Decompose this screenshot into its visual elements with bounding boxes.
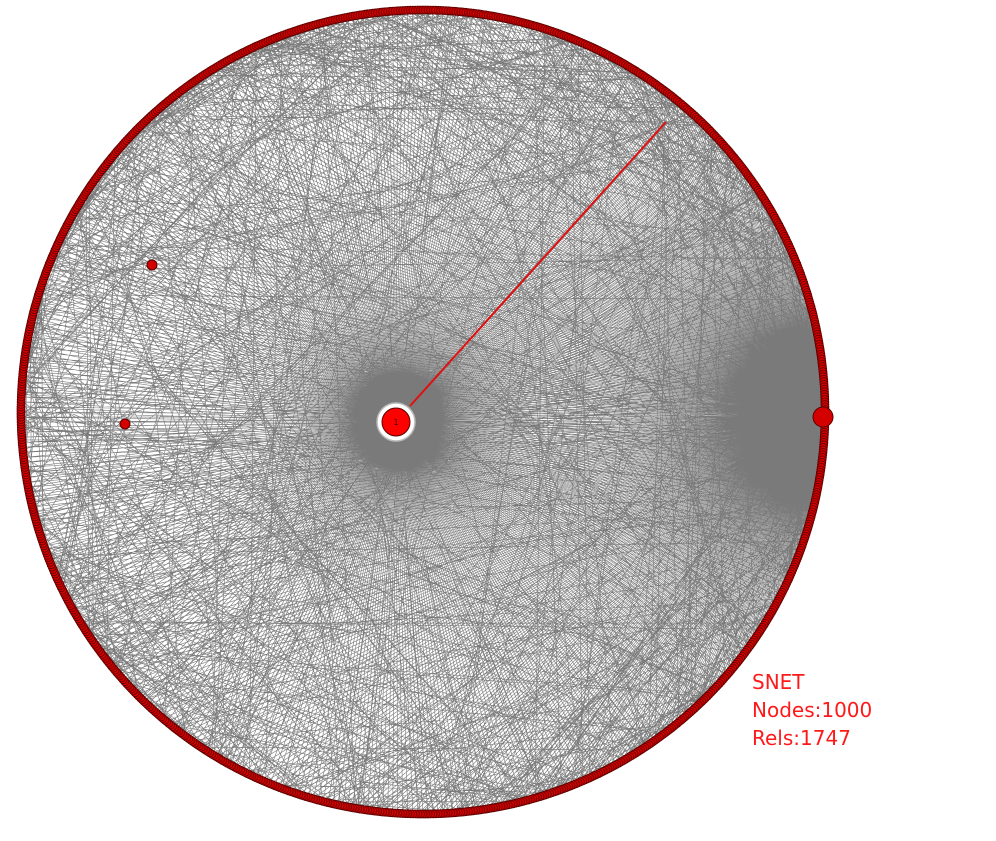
graph-info-panel: SNET Nodes:1000 Rels:1747 [752, 668, 872, 752]
isolated-node[interactable] [119, 418, 131, 430]
graph-name-label: SNET [752, 670, 805, 694]
special-node-layer: 1 [119, 259, 834, 442]
isolated-node[interactable] [146, 259, 158, 271]
highlighted-edge [409, 121, 667, 407]
secondary-hub-node[interactable] [812, 406, 834, 428]
rel-count-label: Rels:1747 [752, 726, 851, 750]
edge-layer [20, 9, 826, 815]
ring-node-layer [16, 5, 830, 819]
hub-node[interactable] [381, 407, 411, 437]
edge [20, 9, 826, 815]
node-count-label: Nodes:1000 [752, 698, 873, 722]
hub-node-label: 1 [393, 418, 398, 427]
